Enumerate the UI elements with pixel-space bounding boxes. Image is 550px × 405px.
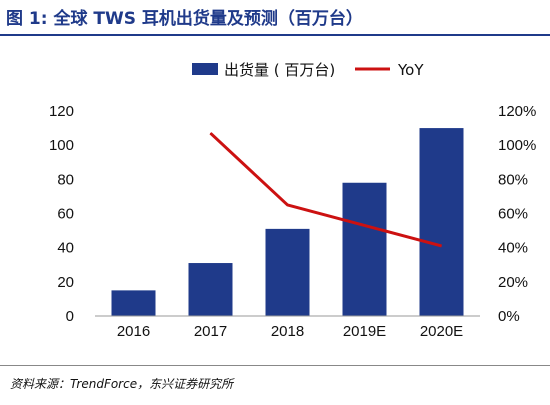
- legend-bar-swatch: [192, 63, 218, 75]
- x-tick-label: 2020E: [420, 323, 463, 340]
- y-right-tick-label: 20%: [498, 274, 528, 291]
- y-left-tick-label: 80: [57, 171, 74, 188]
- bar-2019E: [342, 182, 387, 316]
- yoy-point-2020E: [441, 245, 442, 247]
- y-left-tick-label: 100: [49, 137, 74, 154]
- y-right-tick-label: 80%: [498, 171, 528, 188]
- y-right-tick-label: 0%: [498, 308, 520, 325]
- source-note: 资料来源：TrendForce，东兴证券研究所: [10, 377, 234, 391]
- yoy-line: [209, 132, 442, 248]
- yoy-line-group: [209, 132, 442, 248]
- y-left-tick-label: 120: [49, 103, 74, 120]
- yoy-point-2019E: [364, 224, 365, 226]
- bar-2016: [111, 290, 156, 316]
- y-left-tick-label: 20: [57, 274, 74, 291]
- y-right-tick-label: 120%: [498, 103, 536, 120]
- y-left-tick-label: 40: [57, 240, 74, 257]
- chart-title: 图 1: 全球 TWS 耳机出货量及预测（百万台）: [6, 9, 363, 29]
- legend-bar-label: 出货量 ( 百万台): [224, 61, 335, 79]
- title-underline: [0, 34, 550, 36]
- x-tick-label: 2019E: [343, 323, 386, 340]
- y-right-tick-label: 100%: [498, 137, 536, 154]
- y-left-tick-label: 60: [57, 206, 74, 223]
- y-right-tick-label: 40%: [498, 240, 528, 257]
- y-left-tick-label: 0: [66, 308, 74, 325]
- x-tick-label: 2018: [271, 323, 304, 340]
- footer-rule: [0, 365, 550, 366]
- x-tick-label: 2017: [194, 323, 227, 340]
- x-tick-label: 2016: [117, 323, 150, 340]
- yoy-point-2018: [287, 204, 288, 206]
- chart-area: 出货量 ( 百万台) YoY 2016 2017 2018 2019E 2020E020…: [49, 61, 536, 340]
- bar-2017: [188, 263, 233, 316]
- bars-group: [111, 128, 464, 316]
- legend: 出货量 ( 百万台) YoY: [192, 61, 424, 79]
- bar-2018: [265, 228, 310, 316]
- y-right-tick-label: 60%: [498, 206, 528, 223]
- legend-line-label: YoY: [397, 61, 424, 79]
- yoy-point-2017: [210, 132, 211, 134]
- axes-group: 2016 2017 2018 2019E 2020E 0 20 40 60 80 100 120 0% 2…: [49, 103, 536, 340]
- bar-2020E: [419, 128, 464, 316]
